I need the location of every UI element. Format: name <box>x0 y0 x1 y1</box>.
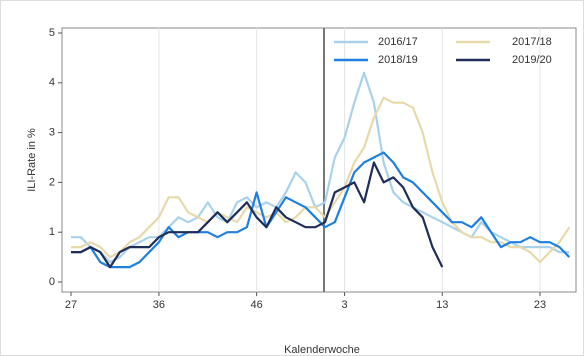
x-tick-label: 3 <box>341 299 347 311</box>
legend-label: 2017/18 <box>512 36 552 48</box>
y-tick-label: 1 <box>49 226 55 238</box>
y-axis-label: ILI-Rate in % <box>26 128 38 192</box>
series-line <box>71 96 571 264</box>
y-tick-label: 2 <box>49 176 55 188</box>
plot-area <box>61 27 577 293</box>
y-tick-label: 5 <box>49 27 55 39</box>
y-tick-label: 0 <box>49 276 55 288</box>
x-tick-label: 36 <box>153 299 165 311</box>
y-tick-label: 3 <box>49 127 55 139</box>
legend-label: 2016/17 <box>378 36 418 48</box>
legend-label: 2018/19 <box>378 54 418 66</box>
series-line <box>71 161 444 269</box>
x-tick-label: 13 <box>436 299 448 311</box>
x-tick-label: 46 <box>251 299 263 311</box>
legend-label: 2019/20 <box>512 54 552 66</box>
series-line <box>71 151 571 269</box>
x-axis-label: Kalenderwoche <box>284 344 360 356</box>
x-tick-label: 27 <box>65 299 77 311</box>
x-tick-label: 23 <box>534 299 546 311</box>
y-tick-label: 4 <box>49 77 55 89</box>
series-line <box>71 71 570 264</box>
